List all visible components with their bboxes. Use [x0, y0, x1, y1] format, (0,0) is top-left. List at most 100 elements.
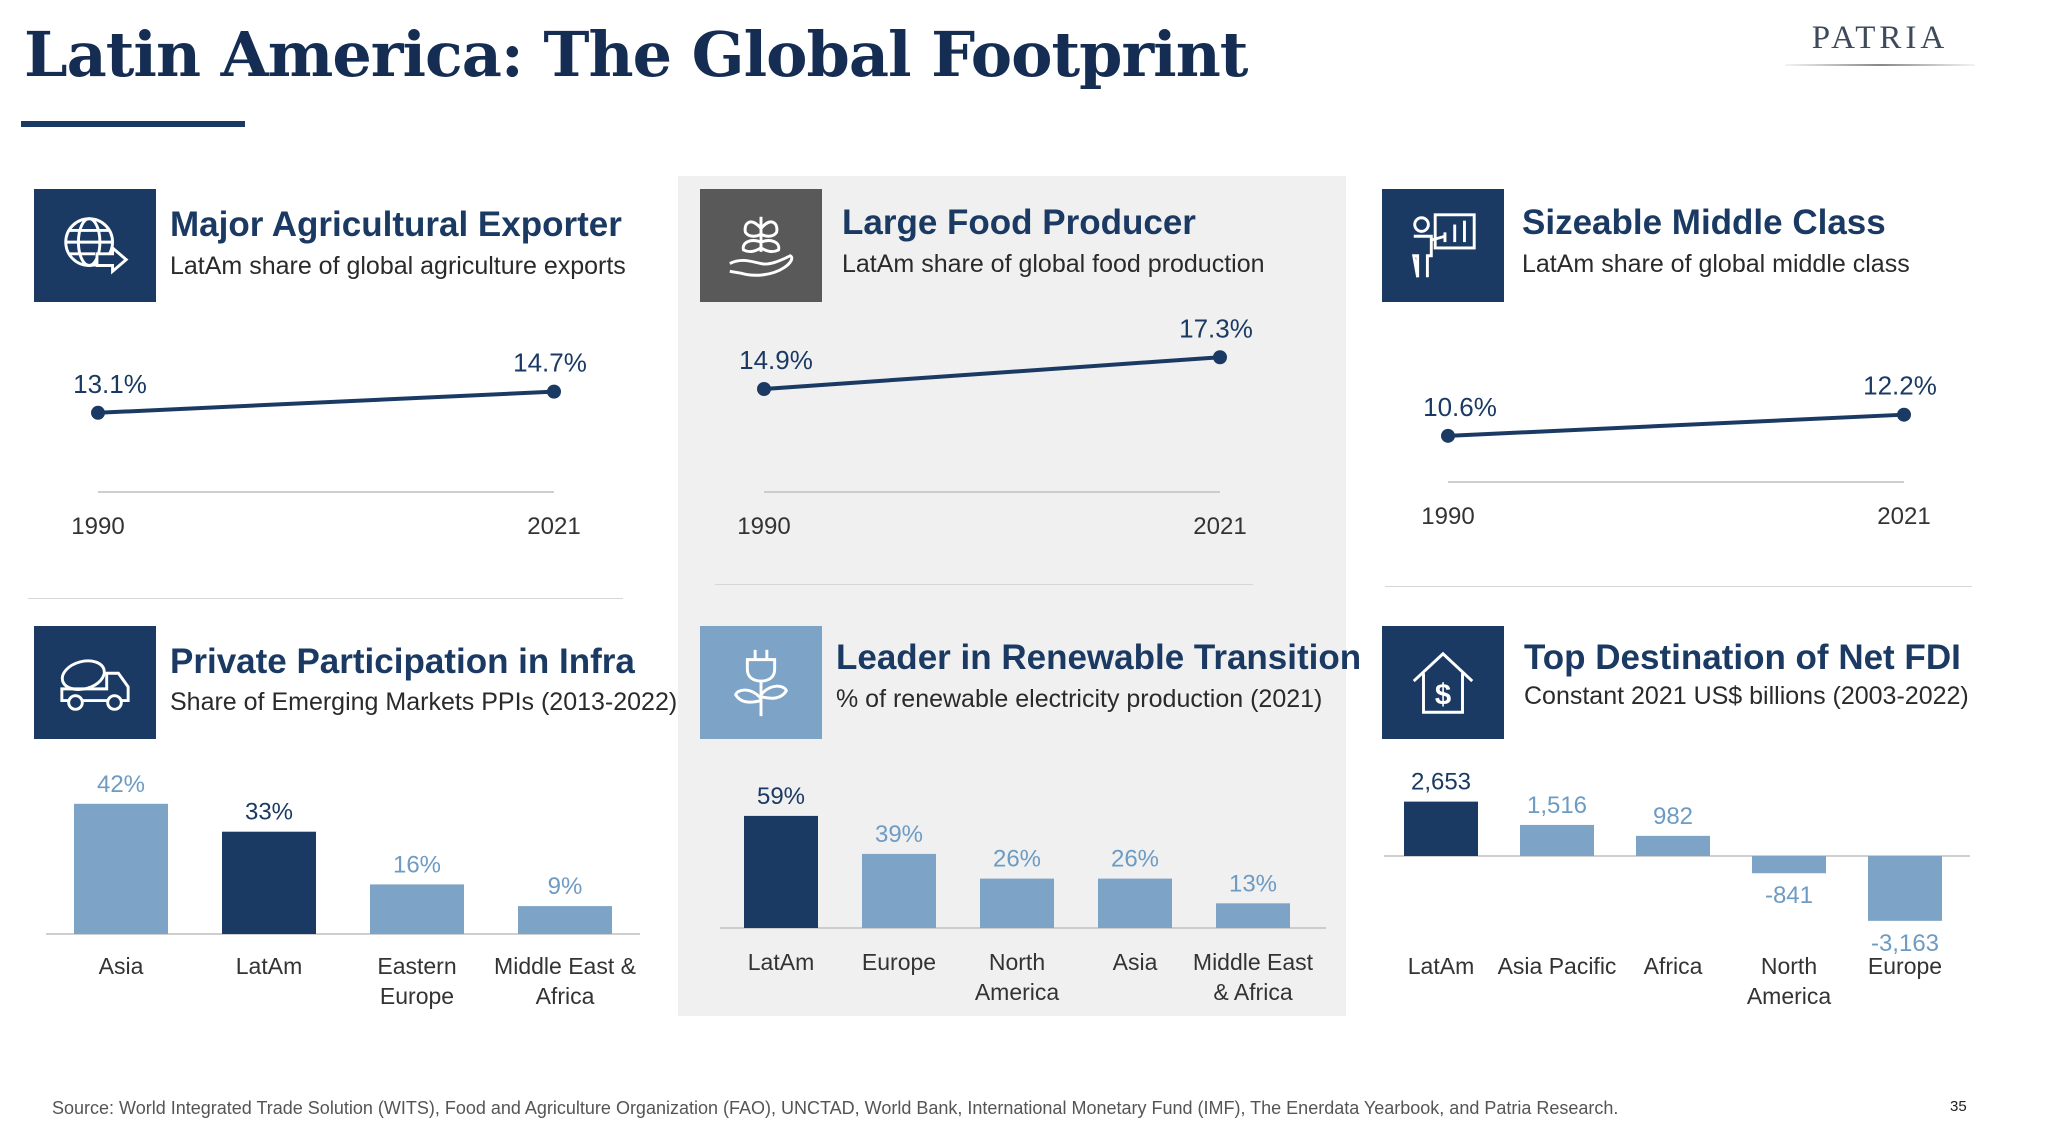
- panel-title-food: Large Food Producer: [842, 203, 1196, 242]
- divider-middle: [715, 584, 1253, 585]
- bar: [980, 878, 1054, 928]
- page-number: 35: [1950, 1098, 1967, 1115]
- panel-subtitle-fdi: Constant 2021 US$ billions (2003-2022): [1524, 682, 1969, 710]
- panel-title-infra: Private Participation in Infra: [170, 642, 635, 681]
- category-label: & Africa: [1213, 979, 1292, 1005]
- category-label: Eastern: [377, 953, 456, 979]
- bar: [1636, 835, 1710, 856]
- category-label: LatAm: [236, 953, 302, 979]
- bar: [862, 853, 936, 928]
- bar: [1520, 824, 1594, 856]
- category-label: Middle East &: [494, 953, 636, 979]
- svg-text:$: $: [1435, 679, 1451, 711]
- data-label: -841: [1765, 882, 1813, 909]
- data-label: 14.7%: [513, 348, 587, 378]
- data-label: -3,163: [1871, 930, 1939, 957]
- data-label: 17.3%: [1179, 313, 1253, 343]
- data-label: 26%: [993, 846, 1041, 873]
- bar: [744, 815, 818, 928]
- bar: [222, 831, 316, 934]
- category-label: LatAm: [1408, 953, 1474, 979]
- data-label: 39%: [875, 821, 923, 848]
- category-label: Africa: [1644, 953, 1703, 979]
- x-tick-label: 1990: [737, 513, 790, 540]
- panel-title-middle: Sizeable Middle Class: [1522, 203, 1886, 242]
- panel-subtitle-middle: LatAm share of global middle class: [1522, 250, 1910, 278]
- line-chart-agri: 13.1% 1990 14.7% 2021: [71, 348, 587, 540]
- panel-subtitle-infra: Share of Emerging Markets PPIs (2013-202…: [170, 688, 678, 716]
- data-label: 59%: [757, 783, 805, 810]
- data-label: 33%: [245, 799, 293, 826]
- data-label: 14.9%: [739, 345, 813, 375]
- bar: [1098, 878, 1172, 928]
- data-label: 1,516: [1527, 792, 1587, 819]
- data-point: [91, 405, 105, 420]
- cement-truck-icon: [34, 626, 156, 739]
- data-label: 2,653: [1411, 769, 1471, 796]
- x-tick-label: 1990: [1421, 503, 1474, 530]
- category-label: Europe: [380, 983, 454, 1009]
- globe-arrow-icon: [34, 189, 156, 302]
- page-title: Latin America: The Global Footprint: [24, 18, 1248, 91]
- house-dollar-icon: $: [1382, 626, 1504, 739]
- data-point: [1441, 428, 1455, 443]
- x-tick-label: 1990: [71, 513, 124, 540]
- plug-plant-icon: [700, 626, 822, 739]
- category-label: North: [1761, 953, 1817, 979]
- title-underline: [21, 121, 245, 127]
- logo-rule: [1785, 64, 1975, 66]
- bar: [518, 906, 612, 934]
- bar-chart-infra: 42% Asia 33% LatAm 16% Eastern Europe 9% Middle …: [46, 771, 640, 1009]
- patria-logo: PATRIA: [1785, 16, 1975, 72]
- divider-left: [28, 598, 623, 599]
- category-label: Africa: [536, 983, 595, 1009]
- data-label: 10.6%: [1423, 392, 1497, 422]
- bar-chart-fdi: 2,653 LatAm 1,516 Asia Pacific 982 Africa -841…: [1384, 769, 1970, 1009]
- logo-text: PATRIA: [1811, 20, 1949, 56]
- category-label: Asia: [1113, 949, 1158, 975]
- category-label: Europe: [1868, 953, 1942, 979]
- panel-title-fdi: Top Destination of Net FDI: [1524, 638, 1961, 677]
- data-label: 9%: [548, 873, 583, 900]
- panel-title-renew: Leader in Renewable Transition: [836, 638, 1362, 677]
- bar: [370, 884, 464, 934]
- panel-subtitle-food: LatAm share of global food production: [842, 250, 1265, 278]
- data-label: 12.2%: [1863, 371, 1937, 401]
- panel-title-agri: Major Agricultural Exporter: [170, 205, 622, 244]
- x-tick-label: 2021: [1193, 513, 1246, 540]
- data-point: [757, 381, 771, 396]
- bar: [1216, 903, 1290, 928]
- category-label: LatAm: [748, 949, 814, 975]
- data-label: 16%: [393, 851, 441, 878]
- category-label: Asia: [99, 953, 144, 979]
- bar-chart-renew: 59% LatAm 39% Europe 26% North America 26% Asia 1…: [720, 783, 1326, 1005]
- bar: [1404, 801, 1478, 856]
- x-tick-label: 2021: [527, 513, 580, 540]
- category-label: Europe: [862, 949, 936, 975]
- category-label: America: [975, 979, 1060, 1005]
- panel-subtitle-agri: LatAm share of global agriculture export…: [170, 252, 626, 280]
- source-footnote: Source: World Integrated Trade Solution …: [52, 1098, 1619, 1118]
- series-line: [763, 355, 1221, 391]
- data-point: [547, 384, 561, 399]
- data-point: [1213, 350, 1227, 365]
- category-label: America: [1747, 983, 1832, 1009]
- data-label: 42%: [97, 771, 145, 798]
- bar: [74, 803, 168, 934]
- presenter-chart-icon: [1382, 189, 1504, 302]
- data-label: 13%: [1229, 870, 1277, 897]
- data-point: [1897, 407, 1911, 422]
- line-chart-food: 14.9% 1990 17.3% 2021: [737, 313, 1253, 540]
- bar: [1868, 856, 1942, 921]
- line-chart-middle: 10.6% 1990 12.2% 2021: [1421, 371, 1937, 530]
- data-label: 982: [1653, 803, 1693, 830]
- data-label: 13.1%: [73, 369, 147, 399]
- category-label: Middle East: [1193, 949, 1314, 975]
- divider-right: [1385, 586, 1972, 587]
- panel-subtitle-renew: % of renewable electricity production (2…: [836, 685, 1323, 713]
- category-label: North: [989, 949, 1045, 975]
- bar: [1752, 856, 1826, 874]
- x-tick-label: 2021: [1877, 503, 1930, 530]
- data-label: 26%: [1111, 846, 1159, 873]
- plant-in-hand-icon: [700, 189, 822, 302]
